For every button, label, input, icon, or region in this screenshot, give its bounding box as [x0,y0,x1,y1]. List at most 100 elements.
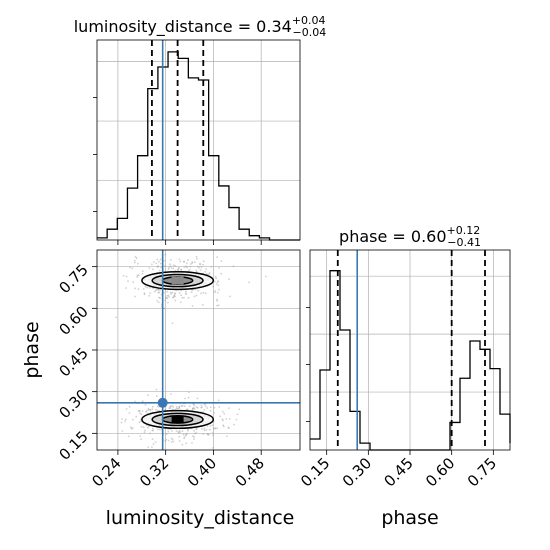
dens-point [143,293,146,296]
dens-point [191,289,194,291]
dens-point [183,437,186,440]
dens-point [121,430,124,432]
dens-point [178,405,181,408]
dens-point [137,288,140,291]
dens-point [171,322,174,325]
dens-point [196,397,199,400]
dens-point [191,408,194,411]
dens-point [175,407,178,410]
dens-point [153,290,156,293]
dens-point [163,307,166,310]
dens-point [179,431,181,433]
dens-point [209,409,212,412]
dens-point [200,266,203,269]
dens-point [187,296,190,299]
dens-point [134,295,136,298]
dens-point [206,425,209,427]
dens-point [217,280,220,282]
dens-point [135,415,138,418]
dens-point [120,421,123,424]
title-phase-sub: −0.41 [447,236,481,249]
dens-point [171,430,173,432]
dens-point [140,438,143,440]
dens-point [174,265,177,267]
dens-point [125,275,128,278]
dens-point [172,440,175,443]
dens-point [156,258,159,261]
dens-point [193,438,195,440]
dens-point [137,410,140,412]
dens-point [163,265,166,267]
dens-point [191,407,194,410]
dens-point [220,260,223,262]
dens-point [170,267,173,269]
dens-point [156,266,159,269]
dens-point [173,294,176,297]
dens-point [211,424,214,427]
dens-point [159,258,162,261]
dens-point [183,266,186,268]
dens-point [178,440,181,442]
dens-point [195,427,198,430]
dens-point [227,426,230,429]
dens-point [208,428,211,431]
dens-point [220,272,223,275]
dens-point [195,431,198,434]
dens-point [178,266,180,269]
dens-point [156,288,159,291]
dens-point [217,304,220,307]
dens-point [179,260,182,263]
dens-point [221,410,224,413]
dens-point [137,274,140,277]
dens-point [225,435,228,438]
dens-point [216,281,219,283]
dens-point [229,295,232,298]
dens-point [214,427,216,429]
dens-point [151,429,154,432]
dens-point [130,426,132,429]
dens-point [143,292,146,295]
dens-point [194,288,197,291]
dens-point [139,435,142,437]
dens-point [148,294,151,297]
dens-point [127,435,130,438]
dens-point [188,405,191,408]
dens-point [192,407,195,409]
dens-point [235,418,238,421]
dens-point [181,443,184,446]
dens-point [228,427,230,430]
dens-point [124,418,127,421]
dens-point [199,269,202,271]
dens-point [248,281,251,284]
dens-point [134,400,136,403]
dens-point [195,294,198,297]
dens-point [205,268,208,270]
dens-point [145,409,148,412]
dens-point [121,418,123,420]
dens-point [214,290,217,292]
dens-point [178,407,181,409]
dens-xtick-label-2: 0.40 [184,454,220,490]
dens-point [214,275,217,278]
dens-point [157,288,160,291]
dens-point [202,433,205,435]
dens-point [168,296,171,298]
dens-point [185,433,187,436]
dens-point [125,287,127,289]
dens-point [157,409,159,412]
dens-point [195,269,198,272]
dens-point [141,410,144,413]
dens-point [140,425,143,428]
dens-point [157,301,160,304]
dens-point [175,406,178,408]
dens-point [171,404,174,407]
dens-point [179,301,182,303]
dens-point [183,436,186,438]
dens-point [158,291,161,294]
dens-point [195,428,198,431]
dens-point [212,434,215,437]
dens-point [204,270,207,273]
dens-point [166,290,169,293]
dens-point [218,288,220,291]
dens-point [155,408,157,411]
